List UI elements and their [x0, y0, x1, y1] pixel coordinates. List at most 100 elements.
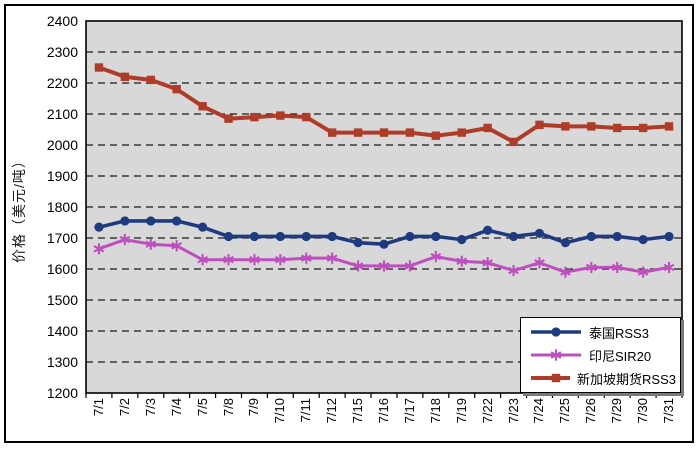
series-0-marker-circle	[379, 239, 389, 249]
series-0-marker-circle	[508, 231, 519, 242]
y-tick-label: 2400	[46, 12, 78, 29]
series-2-marker-square	[613, 123, 622, 133]
legend-swatch-square-icon	[531, 373, 571, 383]
series-0-marker-circle	[483, 225, 493, 235]
series-2-marker-square	[457, 128, 466, 137]
series-0-marker-circle	[249, 231, 260, 242]
series-2-marker-square	[431, 131, 441, 140]
series-0-marker-circle	[198, 222, 208, 232]
y-tick-label: 2000	[46, 136, 78, 153]
y-tick-label: 2300	[46, 43, 78, 60]
x-tick-label: 7/25	[557, 398, 573, 424]
series-0-marker-circle	[94, 222, 104, 232]
series-0-marker-circle	[457, 234, 467, 245]
series-1-marker-asterisk	[404, 262, 416, 270]
x-tick-label: 7/26	[583, 398, 599, 424]
series-2-marker-square	[276, 111, 285, 120]
series-2-marker-square	[198, 102, 207, 111]
legend-item: 泰国RSS3	[530, 321, 676, 343]
y-tick-label: 1700	[46, 229, 78, 246]
series-2-marker-square	[405, 128, 415, 137]
legend-item: 新加坡期货RSS3	[530, 367, 676, 389]
series-2-marker-square	[302, 112, 311, 122]
series-0-marker-circle	[560, 238, 570, 248]
series-1-marker-asterisk	[508, 266, 519, 275]
legend-label: 泰国RSS3	[589, 325, 649, 341]
legend-label: 印尼SIR20	[589, 348, 652, 364]
series-2-marker-square	[587, 122, 596, 131]
x-tick-label: 7/9	[246, 398, 262, 417]
y-tick-label: 1400	[46, 322, 78, 339]
x-tick-label: 7/24	[531, 398, 547, 424]
series-0-marker-circle	[586, 231, 596, 242]
y-tick-label: 1200	[46, 384, 78, 401]
x-tick-label: 7/19	[453, 398, 469, 424]
x-tick-label: 7/12	[324, 398, 340, 424]
x-tick-label: 7/8	[220, 398, 236, 417]
series-1-marker-asterisk	[663, 263, 675, 272]
series-0-marker-circle	[431, 231, 441, 242]
series-1-marker-asterisk	[249, 255, 260, 264]
legend-swatch-asterisk-icon	[531, 349, 581, 361]
x-tick-label: 7/2	[116, 398, 132, 417]
series-2-marker-square	[509, 137, 518, 147]
x-tick-label: 7/1	[90, 398, 106, 417]
series-0-marker-circle	[120, 216, 130, 226]
series-2-marker-square	[146, 75, 155, 85]
series-0-marker-circle	[638, 234, 648, 245]
x-tick-label: 7/31	[661, 398, 677, 424]
y-axis-title: 价格（美元/吨）	[11, 153, 27, 263]
series-1-marker-asterisk	[93, 245, 105, 253]
series-2-marker-square	[94, 63, 104, 72]
series-2-marker-square	[638, 123, 648, 133]
series-1-marker-asterisk	[326, 254, 338, 262]
series-0-marker-circle	[612, 231, 622, 242]
series-1-marker-asterisk	[378, 262, 390, 270]
series-1-marker-asterisk	[534, 259, 545, 267]
series-1-marker-asterisk	[274, 255, 286, 264]
series-0-marker-circle	[534, 228, 545, 238]
series-0-marker-circle	[301, 231, 311, 242]
series-1-marker-asterisk	[611, 263, 623, 272]
x-tick-label: 7/3	[142, 398, 158, 417]
y-tick-label: 2100	[46, 105, 78, 122]
x-tick-label: 7/22	[479, 398, 495, 424]
series-0-marker-circle	[146, 216, 156, 226]
series-2-marker-square	[379, 128, 389, 137]
legend: 泰国RSS3 印尼SIR20 新加坡期货RSS3	[520, 317, 681, 393]
x-tick-label: 7/4	[168, 398, 184, 417]
series-2-marker-square	[250, 112, 259, 122]
series-0-marker-circle	[172, 216, 182, 226]
y-tick-label: 2200	[46, 74, 78, 91]
series-1-marker-asterisk	[223, 255, 234, 264]
x-tick-label: 7/10	[272, 398, 288, 424]
legend-item: 印尼SIR20	[530, 344, 676, 366]
x-tick-label: 7/16	[376, 398, 391, 424]
series-2-marker-square	[353, 128, 363, 137]
x-tick-label: 7/5	[194, 398, 210, 417]
series-0-marker-circle	[664, 231, 674, 242]
series-0-marker-circle	[275, 231, 285, 242]
legend-label: 新加坡期货RSS3	[577, 371, 676, 387]
series-1-marker-asterisk	[482, 259, 494, 267]
series-1-marker-asterisk	[637, 268, 649, 276]
x-tick-label: 7/30	[635, 398, 651, 424]
series-2-marker-square	[172, 85, 181, 94]
series-1-marker-asterisk	[560, 268, 571, 276]
series-1-marker-asterisk	[456, 257, 468, 265]
series-0-marker-circle	[223, 231, 234, 242]
legend-swatch-circle-icon	[531, 327, 581, 337]
series-2-marker-square	[224, 114, 233, 123]
series-1-marker-asterisk	[171, 242, 183, 250]
series-1-marker-asterisk	[300, 254, 312, 262]
x-tick-label: 7/11	[298, 398, 314, 423]
x-tick-label: 7/23	[505, 398, 521, 424]
x-tick-label: 7/29	[609, 398, 625, 424]
series-1-marker-asterisk	[119, 235, 131, 244]
series-0-marker-circle	[353, 238, 363, 248]
x-tick-label: 7/18	[427, 398, 443, 424]
series-1-marker-asterisk	[352, 262, 364, 270]
y-tick-label: 1600	[46, 260, 78, 277]
y-tick-label: 1500	[46, 291, 78, 308]
